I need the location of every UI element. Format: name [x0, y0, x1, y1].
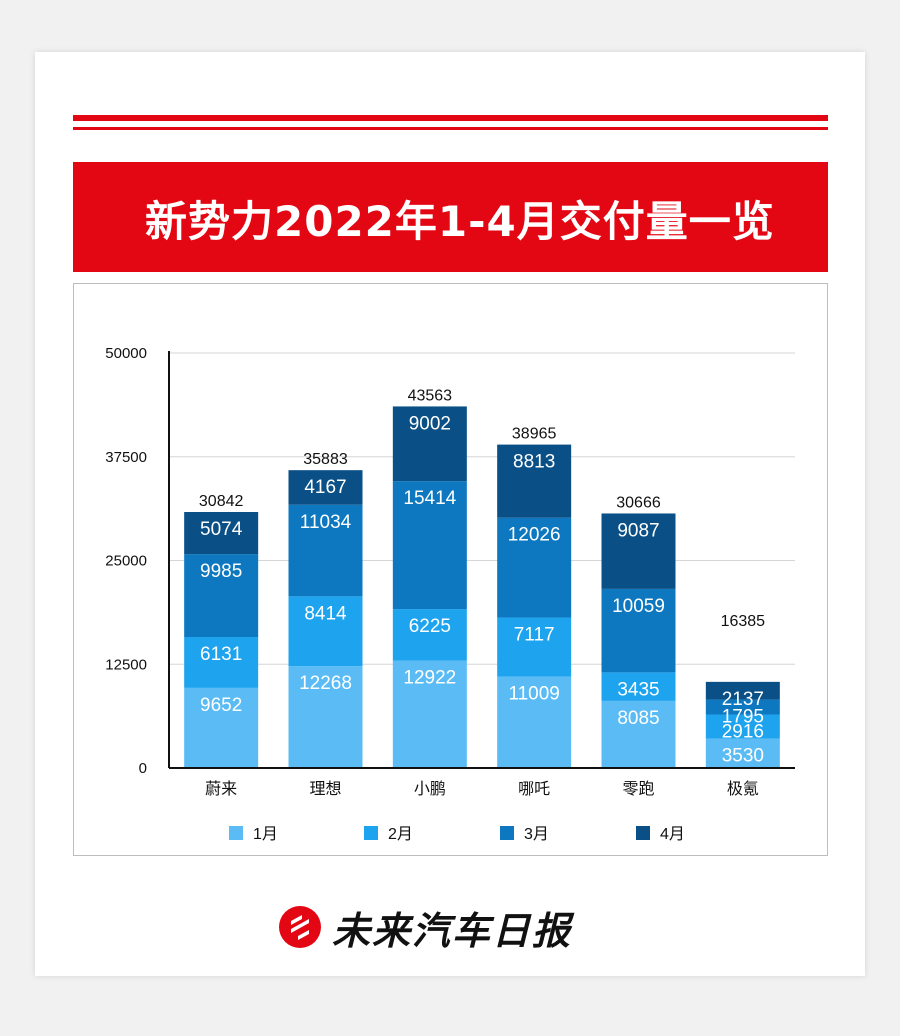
- bar-segment: [392, 609, 467, 661]
- bar-segment: [601, 700, 676, 768]
- legend-swatch: [500, 826, 514, 840]
- bar-segment: [184, 687, 259, 768]
- x-tick-label: 理想: [309, 780, 341, 798]
- bar-value-label: 9985: [200, 561, 242, 582]
- y-tick-label: 25000: [105, 553, 147, 570]
- bar-segment: [184, 637, 259, 688]
- bar-segment: [601, 588, 676, 673]
- bar-segment: [288, 596, 363, 667]
- legend-label: 1月: [253, 826, 278, 843]
- bar-value-label: 3530: [722, 746, 764, 767]
- bar-segment: [184, 512, 259, 555]
- bar-value-label: 4167: [304, 477, 346, 498]
- bar-value-label: 11009: [508, 684, 559, 705]
- bar-segment: [392, 481, 467, 610]
- header-rule-thick: [73, 115, 828, 121]
- bar-value-label: 9002: [409, 413, 451, 434]
- bar-value-label: 2137: [722, 689, 764, 710]
- bar-segment: [184, 554, 259, 638]
- bar-segment: [601, 672, 676, 701]
- legend-swatch: [364, 826, 378, 840]
- bar-segment: [497, 517, 572, 618]
- bar-total-label: 35883: [303, 451, 348, 468]
- bar-total-label: 38965: [512, 426, 557, 443]
- bar-segment: [705, 681, 780, 700]
- bar-value-label: 9087: [617, 520, 659, 541]
- legend-swatch: [636, 826, 650, 840]
- title-banner: 新势力2022年1-4月交付量一览: [73, 162, 828, 272]
- x-tick-label: 零跑: [622, 780, 654, 798]
- bar-value-label: 9652: [200, 695, 242, 716]
- bar-value-label: 6225: [409, 616, 451, 637]
- bar-segment: [705, 714, 780, 739]
- y-tick-label: 50000: [105, 345, 147, 362]
- bar-total-label: 30842: [199, 493, 244, 510]
- bar-value-label: 10059: [612, 596, 665, 617]
- y-tick-label: 37500: [105, 449, 147, 466]
- bar-value-label: 1795: [722, 707, 764, 728]
- bar-segment: [288, 470, 363, 505]
- header-rule-thin: [73, 127, 828, 130]
- bar-segment: [497, 444, 572, 518]
- bar-segment: [705, 738, 780, 768]
- bar-segment: [392, 406, 467, 482]
- bar-segment: [497, 676, 572, 768]
- legend-label: 2月: [388, 826, 413, 843]
- brand-footer: 未来汽车日报: [278, 902, 573, 953]
- bar-value-label: 8813: [513, 452, 555, 473]
- bar-segment: [497, 617, 572, 677]
- x-tick-label: 蔚来: [205, 780, 237, 798]
- brand-name: 未来汽车日报: [332, 908, 573, 953]
- bar-total-label: 16385: [721, 613, 766, 630]
- bar-value-label: 2916: [722, 721, 764, 742]
- x-tick-label: 小鹏: [414, 780, 446, 798]
- bar-segment: [288, 504, 363, 597]
- bar-total-label: 30666: [616, 494, 661, 511]
- bar-value-label: 8414: [304, 603, 347, 624]
- brand-logo-icon: [279, 906, 321, 948]
- bar-segment: [392, 660, 467, 768]
- bar-segment: [601, 513, 676, 589]
- bar-value-label: 11034: [300, 512, 352, 533]
- bar-value-label: 12268: [299, 673, 352, 694]
- bar-value-label: 8085: [617, 708, 659, 729]
- x-tick-label: 哪吒: [518, 780, 550, 798]
- x-tick-label: 极氪: [727, 780, 759, 798]
- y-tick-label: 12500: [105, 656, 147, 673]
- bar-value-label: 5074: [200, 519, 243, 540]
- legend-label: 3月: [524, 826, 549, 843]
- bar-value-label: 12026: [508, 525, 561, 546]
- bar-total-label: 43563: [408, 387, 453, 404]
- bar-segment: [705, 699, 780, 715]
- bar-value-label: 6131: [200, 644, 242, 665]
- bar-segment: [288, 666, 363, 768]
- chart-title: 新势力2022年1-4月交付量一览: [145, 197, 775, 246]
- bar-value-label: 3435: [617, 679, 659, 700]
- legend-swatch: [229, 826, 243, 840]
- bar-value-label: 15414: [403, 488, 456, 509]
- bar-value-label: 12922: [403, 668, 456, 689]
- chart-container: 0 12500 25000 37500 50000 9652 6131 9985 5074 308…: [73, 283, 828, 856]
- legend-label: 4月: [660, 826, 685, 843]
- stacked-bar-chart: 0 12500 25000 37500 50000 9652 6131 9985 5074 308…: [105, 345, 795, 843]
- y-tick-label: 0: [139, 760, 147, 777]
- bar-value-label: 7117: [514, 625, 555, 646]
